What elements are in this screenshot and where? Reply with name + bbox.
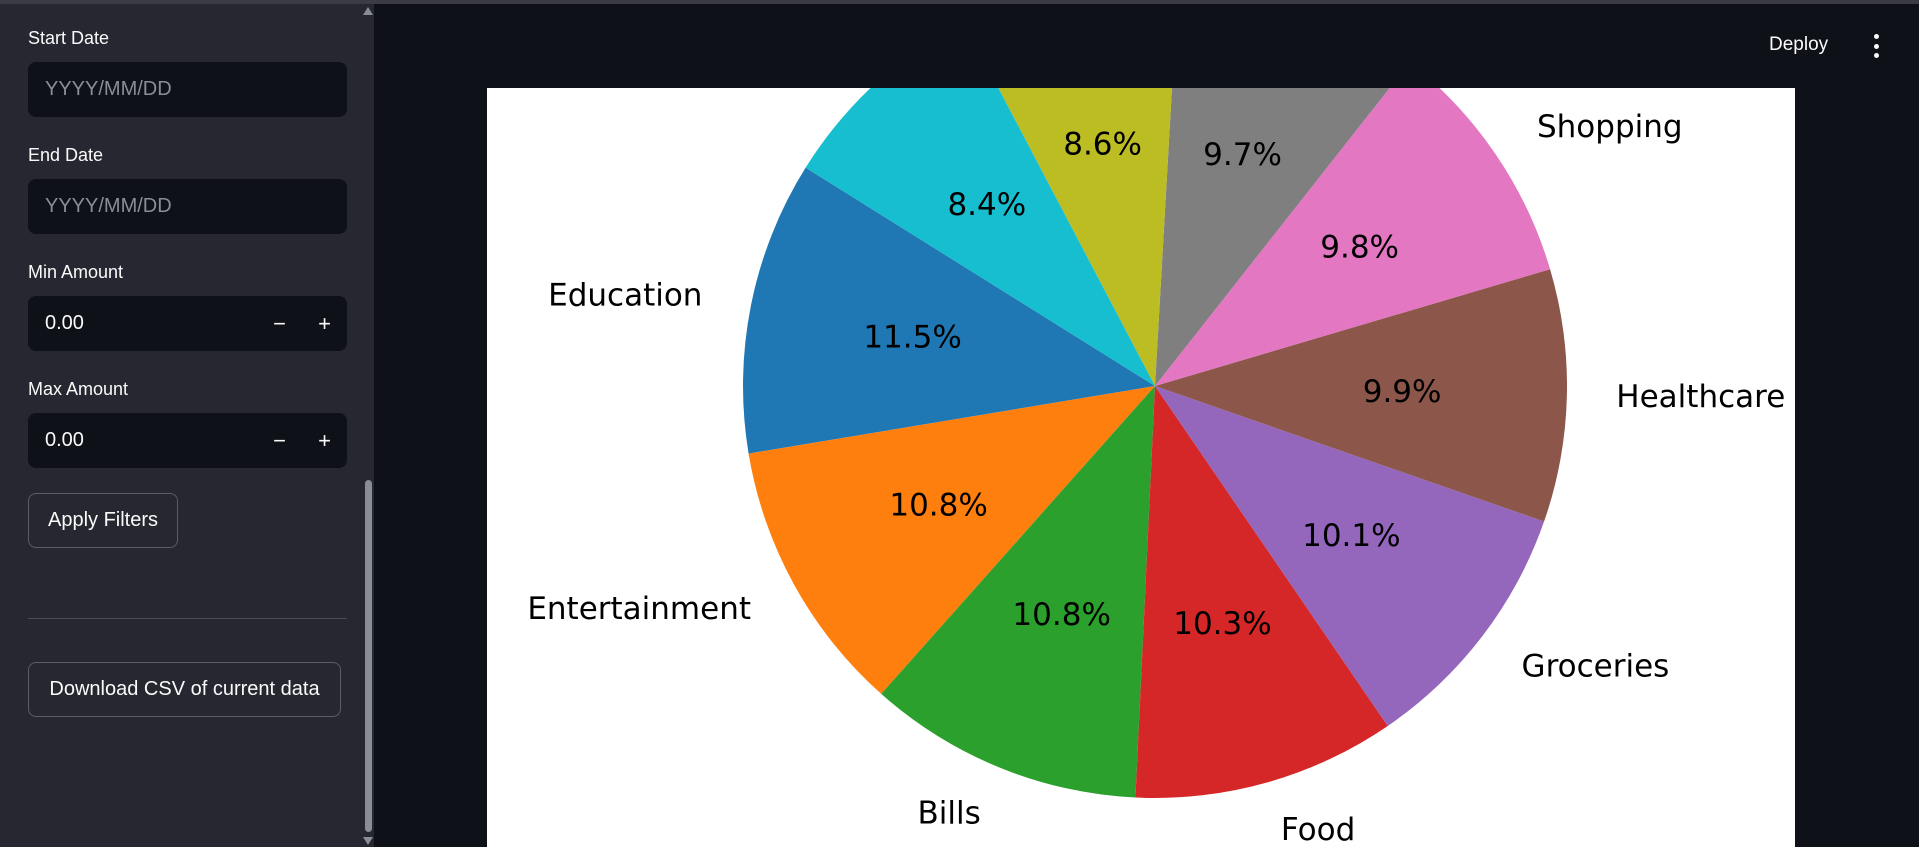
pie-slice-groceries [1155,386,1545,726]
pie-percent-label: 9.9% [1363,374,1442,410]
scroll-down-icon[interactable] [362,836,374,846]
end-date-label: End Date [28,145,104,165]
kebab-menu-icon[interactable] [1866,34,1886,58]
pie-percent-label: 10.8% [1012,597,1110,633]
pie-percent-label: 8.4% [947,187,1026,223]
pie-slice-shopping [1155,88,1551,386]
min-amount-decrement-button[interactable]: − [273,310,286,336]
pie-category-label: Food [1281,812,1355,847]
pie-slice-food [1135,386,1388,798]
pie-slice-bills [881,386,1155,798]
pie-category-label: Groceries [1522,648,1670,684]
pie-percent-label: 8.6% [1063,126,1142,162]
pie-slice-segment-8 [998,88,1172,386]
pie-category-label: Shopping [1537,109,1683,145]
deploy-button[interactable]: Deploy [1769,34,1829,55]
pie-percent-label: 10.3% [1173,606,1271,642]
start-date-field[interactable] [28,62,347,117]
min-amount-stepper[interactable]: 0.00 − + [28,296,347,351]
pie-percent-label: 10.1% [1302,518,1400,554]
min-amount-increment-button[interactable]: + [318,310,331,336]
pie-category-label: Bills [918,795,981,831]
sidebar: Start Date End Date Min Amount 0.00 − + … [0,4,374,847]
sidebar-divider [28,618,347,619]
pie-category-label: Entertainment [527,591,751,627]
scroll-up-icon[interactable] [362,6,374,16]
pie-chart: 11.5% Education 10.8% Entertainment 10.8% Bil… [527,88,1785,847]
pie-percent-label: 10.8% [889,487,987,523]
pie-percent-label: 9.7% [1203,137,1282,173]
pie-category-label: Healthcare [1616,379,1785,415]
pie-percent-label: 11.5% [863,320,961,356]
download-csv-button[interactable]: Download CSV of current data [28,662,341,717]
pie-chart-container: 11.5% Education 10.8% Entertainment 10.8% Bil… [487,88,1795,847]
min-amount-label: Min Amount [28,262,124,282]
scrollbar-thumb[interactable] [365,480,372,832]
top-border [0,0,1919,4]
start-date-input[interactable] [45,78,245,101]
pie-slice-education [743,167,1155,454]
apply-filters-button[interactable]: Apply Filters [28,493,178,548]
max-amount-label: Max Amount [28,379,129,399]
pie-percent-label: 9.8% [1320,229,1399,265]
min-amount-value[interactable]: 0.00 [45,312,84,334]
pie-slice-segment-7 [1155,88,1390,386]
pie-slice-segment-9 [805,88,1155,386]
max-amount-value[interactable]: 0.00 [45,429,84,451]
max-amount-decrement-button[interactable]: − [273,427,286,453]
start-date-label: Start Date [28,28,110,48]
end-date-field[interactable] [28,179,347,234]
max-amount-increment-button[interactable]: + [318,427,331,453]
pie-slice-healthcare [1155,269,1567,522]
max-amount-stepper[interactable]: 0.00 − + [28,413,347,468]
end-date-input[interactable] [45,195,245,218]
pie-category-label: Education [548,278,702,314]
pie-slice-entertainment [748,386,1155,694]
